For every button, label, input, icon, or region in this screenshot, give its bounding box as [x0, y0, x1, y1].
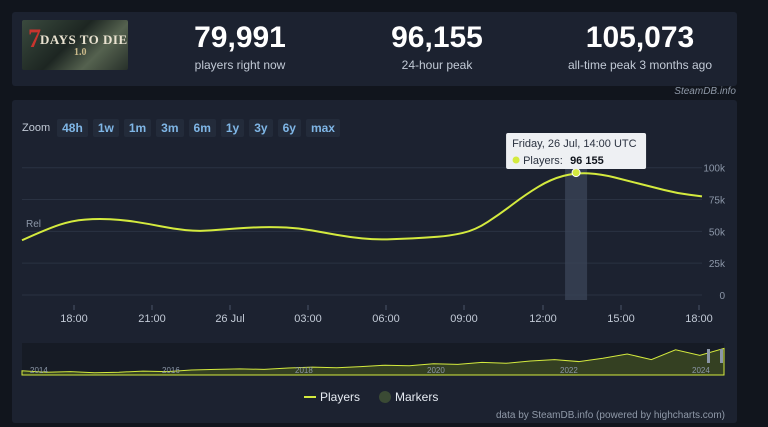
legend-markers-label[interactable]: Markers — [395, 390, 438, 404]
navigator-handle-right[interactable] — [720, 349, 723, 363]
stat-value: 79,991 — [194, 21, 286, 54]
stat-value: 96,155 — [391, 21, 483, 54]
zoom-selector: Zoom 48h 1w 1m 3m 6m 1y 3y 6y max — [22, 119, 345, 137]
tooltip-title: Friday, 26 Jul, 14:00 UTC — [512, 138, 637, 150]
y-tick-label: 0 — [719, 291, 725, 302]
navigator-year-label: 2014 — [30, 366, 48, 375]
player-chart-panel: Zoom 48h 1w 1m 3m 6m 1y 3y 6y max 0 25k 50… — [12, 100, 737, 423]
zoom-button-1w[interactable]: 1w — [92, 119, 119, 137]
x-axis-ticks: 18:00 21:00 26 Jul 03:00 06:00 09:00 12:00 15:0… — [60, 305, 713, 325]
x-tick-label: 15:00 — [607, 313, 635, 325]
y-axis-ticks: 0 25k 50k 75k 100k — [703, 164, 726, 302]
zoom-button-max[interactable]: max — [305, 119, 340, 137]
legend-markers-swatch[interactable] — [379, 391, 391, 403]
x-tick-label: 06:00 — [372, 313, 400, 325]
tooltip-series-label: Players: — [523, 155, 563, 167]
x-tick-label: 03:00 — [294, 313, 322, 325]
zoom-button-3y[interactable]: 3y — [249, 119, 273, 137]
y-tick-label: 50k — [709, 227, 726, 238]
tooltip-box — [506, 133, 647, 169]
navigator-series-area — [21, 347, 725, 376]
y-tick-label: 25k — [709, 259, 726, 270]
stat-value: 105,073 — [585, 21, 695, 54]
zoom-button-1y[interactable]: 1y — [220, 119, 245, 137]
navigator-year-label: 2022 — [560, 366, 578, 375]
chart-tooltip: Friday, 26 Jul, 14:00 UTC Players: 96 15… — [506, 133, 647, 169]
player-count-chart[interactable]: 0 25k 50k 75k 100k 18:00 21:00 26 Jul 03:00 06:0… — [12, 100, 737, 423]
steamdb-credit-link[interactable]: SteamDB.info — [674, 86, 736, 97]
tooltip-series-dot — [512, 156, 520, 164]
x-tick-label: 21:00 — [138, 313, 166, 325]
game-logo-text: DAYS TO DIE — [40, 32, 128, 47]
zoom-button-48h[interactable]: 48h — [57, 119, 88, 137]
stat-players-now: 79,991 players right now — [170, 21, 310, 73]
stat-24h-peak: 96,155 24-hour peak — [367, 21, 507, 73]
hover-data-point — [571, 168, 581, 178]
y-tick-label: 100k — [703, 164, 726, 175]
players-series-line[interactable] — [21, 172, 703, 242]
game-header-image[interactable]: 7 DAYS TO DIE 1.0 — [22, 20, 128, 70]
highcharts-credit[interactable]: data by SteamDB.info (powered by highcha… — [496, 410, 725, 421]
stats-header: 7 DAYS TO DIE 1.0 79,991 players right n… — [12, 12, 737, 86]
y-tick-label: 75k — [709, 196, 726, 207]
stat-label: 24-hour peak — [401, 58, 473, 72]
navigator-year-label: 2016 — [162, 366, 180, 375]
navigator-year-label: 2024 — [692, 366, 710, 375]
zoom-button-6m[interactable]: 6m — [188, 119, 216, 137]
chart-legend: Players Markers — [304, 390, 438, 404]
stat-label: players right now — [194, 58, 286, 72]
hover-crosshair — [565, 155, 588, 300]
x-tick-label: 18:00 — [60, 313, 88, 325]
release-marker-label[interactable]: Rel — [26, 219, 41, 230]
stat-label: all-time peak 3 months ago — [567, 58, 713, 72]
navigator-year-label: 2020 — [427, 366, 445, 375]
x-tick-label: 09:00 — [450, 313, 478, 325]
navigator-handle-left[interactable] — [707, 349, 710, 363]
navigator-year-label: 2018 — [295, 366, 313, 375]
game-logo-seven: 7 — [28, 24, 41, 53]
zoom-button-1m[interactable]: 1m — [123, 119, 152, 137]
x-tick-label: 26 Jul — [215, 313, 244, 325]
zoom-button-3m[interactable]: 3m — [156, 119, 184, 137]
x-tick-label: 18:00 — [685, 313, 713, 325]
navigator-overview[interactable]: 2014 2016 2018 2020 2022 2024 — [21, 343, 725, 376]
stat-all-time-peak: 105,073 all-time peak 3 months ago — [550, 21, 730, 73]
zoom-label: Zoom — [22, 122, 51, 134]
game-logo-sub: 1.0 — [74, 47, 87, 58]
chart-gridlines — [22, 167, 702, 296]
legend-players-label[interactable]: Players — [320, 390, 360, 404]
x-tick-label: 12:00 — [529, 313, 557, 325]
zoom-button-6y[interactable]: 6y — [277, 119, 301, 137]
tooltip-value: 96 155 — [570, 155, 604, 167]
navigator-year-ticks: 2014 2016 2018 2020 2022 2024 — [30, 366, 710, 375]
